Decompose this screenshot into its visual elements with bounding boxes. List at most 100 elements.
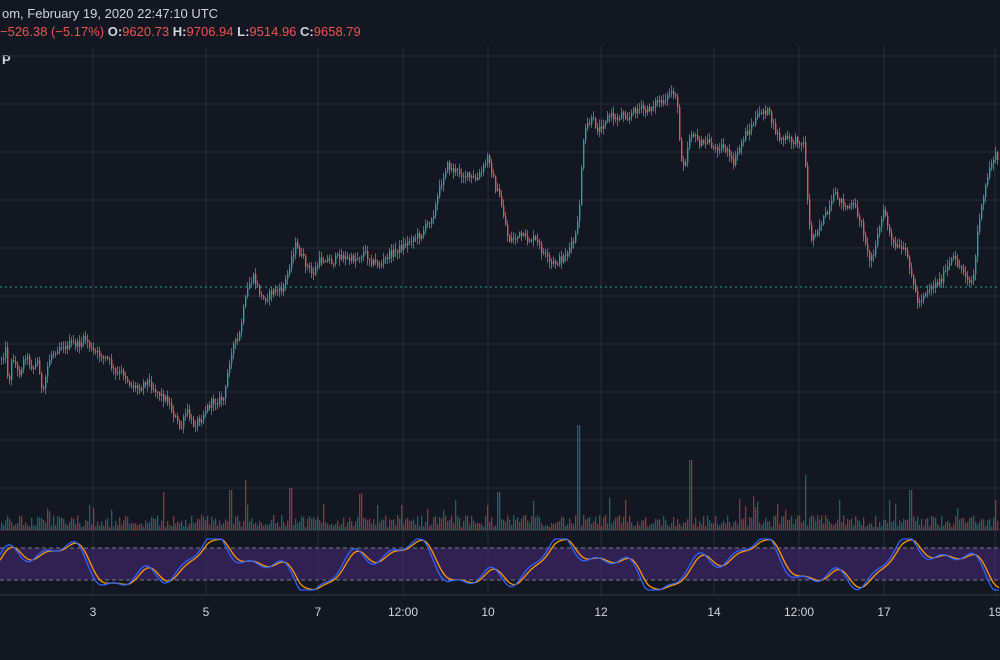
volume-bar (161, 520, 163, 530)
volume-bar (653, 523, 655, 530)
volume-bar (253, 524, 255, 530)
candle-body (651, 106, 653, 112)
candle-body (531, 240, 533, 242)
candle-body (427, 222, 429, 224)
candle-body (291, 256, 293, 269)
volume-bar (449, 519, 451, 530)
candle-body (455, 168, 457, 173)
volume-bar (93, 508, 95, 530)
volume-bar (165, 526, 167, 530)
candle-body (345, 256, 347, 260)
volume-bar (325, 522, 327, 530)
volume-bar (635, 525, 637, 530)
volume-bar (979, 521, 981, 530)
candle-body (673, 90, 675, 95)
candle-body (453, 168, 455, 173)
candle-body (419, 233, 421, 239)
candle-body (575, 233, 577, 243)
candle-body (961, 266, 963, 269)
candle-body (663, 100, 665, 104)
candle-body (469, 172, 471, 178)
volume-bar (953, 523, 955, 530)
volume-bar (761, 524, 763, 530)
volume-bar (461, 526, 463, 530)
volume-bar (981, 518, 983, 530)
volume-bar (519, 521, 521, 530)
candle-body (219, 396, 221, 405)
volume-bar (549, 526, 551, 530)
candle-body (67, 345, 69, 349)
volume-bar (781, 516, 783, 530)
volume-bar (823, 523, 825, 530)
volume-bar (563, 517, 565, 530)
candle-body (833, 194, 835, 202)
candle-body (189, 409, 191, 419)
volume-bar (323, 504, 325, 530)
candle-body (621, 112, 623, 119)
volume-bar (157, 515, 159, 530)
candle-body (389, 250, 391, 259)
candle-body (667, 95, 669, 101)
volume-bar (145, 520, 147, 530)
volume-bar (463, 520, 465, 530)
volume-bar (573, 524, 575, 530)
volume-bar (819, 519, 821, 530)
candle-body (267, 299, 269, 301)
volume-bar (435, 516, 437, 530)
candle-body (493, 173, 495, 177)
candle-body (215, 403, 217, 405)
candle-body (681, 140, 683, 161)
candle-body (441, 184, 443, 187)
candle-body (143, 382, 145, 389)
candle-body (911, 268, 913, 276)
candle-body (319, 257, 321, 265)
candle-body (869, 250, 871, 261)
candle-body (989, 167, 991, 178)
volume-bar (11, 521, 13, 530)
candle-body (185, 413, 187, 417)
candle-body (509, 235, 511, 242)
candle-body (241, 322, 243, 333)
candle-body (515, 238, 517, 240)
candle-body (629, 116, 631, 120)
candle-body (255, 274, 257, 285)
candle-body (779, 132, 781, 140)
volume-bar (437, 524, 439, 530)
volume-bar (33, 525, 35, 530)
candle-body (591, 117, 593, 124)
volume-bar (205, 520, 207, 530)
candle-body (963, 268, 965, 273)
low-value: 9514.96 (249, 24, 297, 39)
candle-body (751, 124, 753, 130)
open-value: 9620.73 (122, 24, 170, 39)
candle-body (909, 257, 911, 269)
candle-body (849, 206, 851, 209)
candle-body (609, 115, 611, 117)
candle-body (425, 223, 427, 231)
volume-bar (381, 519, 383, 530)
volume-bar (191, 515, 193, 530)
volume-bar (295, 518, 297, 530)
candle-body (385, 257, 387, 260)
candle-body (697, 135, 699, 140)
candle-body (535, 236, 537, 240)
candle-body (141, 388, 143, 391)
volume-bar (487, 505, 489, 530)
volume-bar (223, 523, 225, 530)
volume-bar (301, 516, 303, 530)
candle-body (931, 286, 933, 289)
candle-body (3, 357, 5, 360)
volume-bar (321, 522, 323, 530)
candle-body (635, 108, 637, 114)
candle-body (847, 205, 849, 209)
candle-body (99, 350, 101, 357)
volume-bar (529, 522, 531, 530)
candle-body (639, 108, 641, 110)
volume-bar (551, 523, 553, 530)
candle-body (655, 100, 657, 108)
candle-body (315, 267, 317, 275)
volume-bar (407, 517, 409, 530)
volume-bar (973, 515, 975, 530)
volume-bar (797, 515, 799, 530)
